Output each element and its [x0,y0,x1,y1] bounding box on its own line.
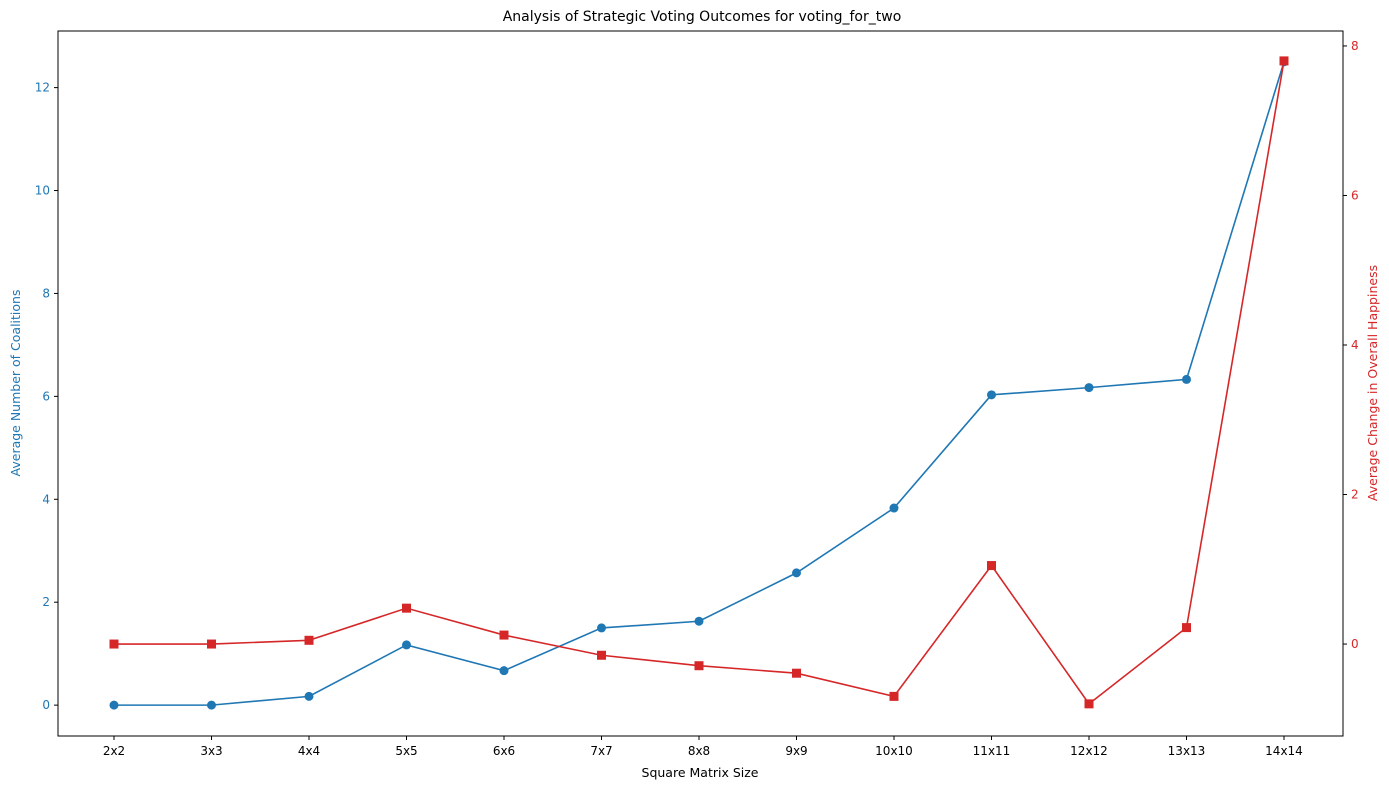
series-0-point [402,640,411,650]
series-0-point [304,691,314,701]
y-left-tick-label: 8 [42,286,50,300]
series-0-point [109,700,119,710]
x-tick-label: 14x14 [1265,744,1303,758]
series-0-point [597,623,606,633]
y-right-tick-label: 2 [1351,488,1359,502]
y-left-tick-label: 10 [35,184,50,198]
x-tick-label: 4x4 [298,744,320,758]
y-left-tick-label: 0 [42,698,50,712]
y-axis-right: 0 2 4 6 8 [1343,39,1359,651]
series-0-point [694,616,704,626]
series-0-point [889,503,899,513]
y-right-tick-label: 4 [1351,338,1359,352]
x-axis-title: Square Matrix Size [642,765,759,780]
series-1-point [792,668,801,678]
x-tick-label: 2x2 [103,744,125,758]
y-left-tick-label: 12 [35,81,50,95]
series-1-point [402,603,411,613]
y-left-tick-label: 2 [42,595,50,609]
x-tick-label: 9x9 [785,744,807,758]
series-1-point [597,650,606,660]
series-0-point [499,666,509,676]
x-tick-label: 13x13 [1168,744,1206,758]
series-1-point [889,691,899,701]
series-1-point [499,630,509,640]
x-tick-label: 3x3 [200,744,222,758]
y-axis-left-title: Average Number of Coalitions [8,290,23,477]
y-left-tick-label: 4 [42,492,50,506]
series-1-point [304,635,314,645]
x-axis: 2x2 3x3 4x4 5x5 6x6 7x7 8x8 9x9 10x10 11x11 12x12 1… [103,736,1303,758]
series-0-point [792,568,801,578]
y-right-tick-label: 0 [1351,637,1359,651]
x-tick-label: 12x12 [1070,744,1108,758]
y-axis-left: 0 2 4 6 8 10 12 [35,81,58,712]
x-tick-label: 5x5 [395,744,417,758]
series-0-point [1182,374,1191,384]
series-1-point [109,639,119,649]
y-right-tick-label: 6 [1351,188,1359,202]
series-0-point [1084,383,1094,393]
series-0-line [114,61,1285,706]
x-tick-label: 8x8 [688,744,710,758]
series-1-point [207,639,216,649]
chart-title: Analysis of Strategic Voting Outcomes fo… [503,9,902,25]
y-axis-right-title: Average Change in Overall Happiness [1365,265,1380,501]
x-tick-label: 11x11 [973,744,1011,758]
plot-area [57,30,1344,737]
series-1-point [1279,56,1289,66]
series-1-point [1182,623,1191,633]
y-right-tick-label: 8 [1351,39,1359,53]
x-tick-label: 10x10 [875,744,913,758]
series-1-line [114,60,1285,706]
series-0-point [207,700,216,710]
series-layer [109,56,1289,710]
series-1-point [694,661,704,671]
series-1-point [1084,699,1094,709]
x-tick-label: 6x6 [493,744,515,758]
series-0-point [987,390,996,400]
series-1-point [987,561,996,571]
y-left-tick-label: 6 [42,389,50,403]
x-tick-label: 7x7 [590,744,612,758]
